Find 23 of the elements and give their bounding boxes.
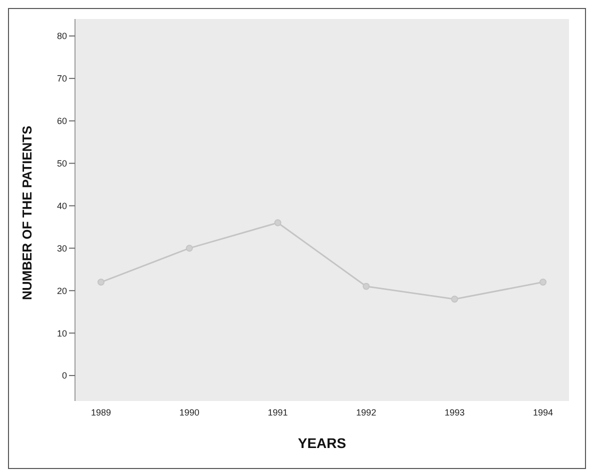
point — [362, 282, 370, 290]
y-tick-label: 40 — [56, 200, 67, 211]
y-tick-label: 20 — [56, 286, 67, 296]
y-tick-label: 80 — [56, 31, 67, 42]
point — [186, 244, 193, 252]
point — [98, 278, 104, 286]
y-axis-title: NUMBER OF THE PATIENTS — [20, 125, 35, 300]
y-tick-label: 70 — [56, 74, 67, 84]
y-tick-label: 0 — [62, 370, 67, 381]
point — [540, 278, 546, 286]
x-tick-label: 1989 — [90, 407, 112, 418]
y-tick-label: 60 — [56, 116, 67, 126]
x-tick-label: 1992 — [356, 407, 376, 418]
x-tick-label: 1990 — [179, 407, 200, 418]
point — [451, 296, 458, 303]
x-axis-title: YEARS — [298, 435, 346, 451]
y-tick-label: 10 — [56, 328, 67, 338]
y-tick-label: 30 — [56, 243, 67, 254]
x-tick-label: 1994 — [532, 407, 554, 418]
y-tick-label: 50 — [56, 158, 67, 169]
point — [274, 219, 282, 226]
x-tick-label: 1993 — [444, 407, 465, 418]
x-tick-label: 1991 — [268, 407, 288, 418]
